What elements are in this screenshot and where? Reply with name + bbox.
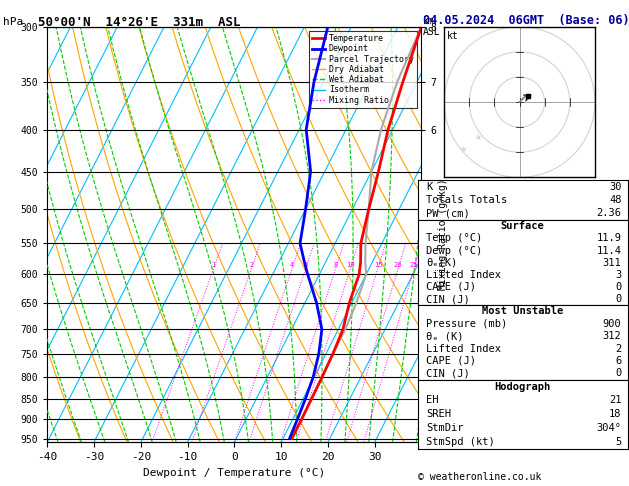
Text: CAPE (J): CAPE (J) xyxy=(426,356,476,366)
Text: Hodograph: Hodograph xyxy=(494,382,551,392)
Text: 1: 1 xyxy=(211,262,216,268)
Text: Most Unstable: Most Unstable xyxy=(482,306,564,316)
Text: EH: EH xyxy=(426,396,438,405)
Text: Dewp (°C): Dewp (°C) xyxy=(426,245,482,256)
Text: θₑ (K): θₑ (K) xyxy=(426,331,464,341)
Text: 3: 3 xyxy=(615,270,621,280)
Text: ★: ★ xyxy=(459,145,467,154)
Text: 11.9: 11.9 xyxy=(596,233,621,243)
Text: 2: 2 xyxy=(249,262,253,268)
Text: Mixing Ratio (g/kg): Mixing Ratio (g/kg) xyxy=(438,179,448,290)
Text: 5: 5 xyxy=(304,262,308,268)
Text: SREH: SREH xyxy=(426,409,451,419)
Text: 50°00'N  14°26'E  331m  ASL: 50°00'N 14°26'E 331m ASL xyxy=(38,16,240,29)
Text: θₑ(K): θₑ(K) xyxy=(426,258,457,268)
Text: Surface: Surface xyxy=(501,221,545,231)
Text: 18: 18 xyxy=(609,409,621,419)
Text: StmSpd (kt): StmSpd (kt) xyxy=(426,437,495,447)
Text: 4: 4 xyxy=(290,262,294,268)
Text: 312: 312 xyxy=(603,331,621,341)
Text: CIN (J): CIN (J) xyxy=(426,368,470,379)
X-axis label: Dewpoint / Temperature (°C): Dewpoint / Temperature (°C) xyxy=(143,468,325,478)
Text: 2.36: 2.36 xyxy=(596,208,621,218)
Text: 900: 900 xyxy=(603,319,621,329)
Text: 0: 0 xyxy=(615,282,621,292)
Text: Totals Totals: Totals Totals xyxy=(426,195,508,205)
Text: CAPE (J): CAPE (J) xyxy=(426,282,476,292)
Text: 21: 21 xyxy=(609,396,621,405)
Text: Lifted Index: Lifted Index xyxy=(426,270,501,280)
Text: 5: 5 xyxy=(615,437,621,447)
Text: km
ASL: km ASL xyxy=(423,16,440,37)
Text: CIN (J): CIN (J) xyxy=(426,294,470,304)
Text: Temp (°C): Temp (°C) xyxy=(426,233,482,243)
Text: 10: 10 xyxy=(346,262,355,268)
Text: hPa: hPa xyxy=(3,17,23,27)
Text: 311: 311 xyxy=(603,258,621,268)
Text: K: K xyxy=(426,182,432,191)
Text: 6: 6 xyxy=(615,356,621,366)
Text: Lifted Index: Lifted Index xyxy=(426,344,501,354)
Text: 04.05.2024  06GMT  (Base: 06): 04.05.2024 06GMT (Base: 06) xyxy=(423,14,629,27)
Text: PW (cm): PW (cm) xyxy=(426,208,470,218)
Text: 8: 8 xyxy=(333,262,338,268)
Legend: Temperature, Dewpoint, Parcel Trajectory, Dry Adiabat, Wet Adiabat, Isotherm, Mi: Temperature, Dewpoint, Parcel Trajectory… xyxy=(309,31,417,108)
Text: 2: 2 xyxy=(615,344,621,354)
Text: Pressure (mb): Pressure (mb) xyxy=(426,319,508,329)
Text: kt: kt xyxy=(447,31,459,41)
Text: 20: 20 xyxy=(394,262,403,268)
Text: 48: 48 xyxy=(609,195,621,205)
Text: StmDir: StmDir xyxy=(426,423,464,433)
Text: 25: 25 xyxy=(410,262,418,268)
Text: ★: ★ xyxy=(474,133,482,142)
Text: 11.4: 11.4 xyxy=(596,245,621,256)
Text: 304°: 304° xyxy=(596,423,621,433)
Text: 30: 30 xyxy=(609,182,621,191)
Text: © weatheronline.co.uk: © weatheronline.co.uk xyxy=(418,472,541,482)
Text: 0: 0 xyxy=(615,368,621,379)
Text: 15: 15 xyxy=(374,262,382,268)
Text: 0: 0 xyxy=(615,294,621,304)
